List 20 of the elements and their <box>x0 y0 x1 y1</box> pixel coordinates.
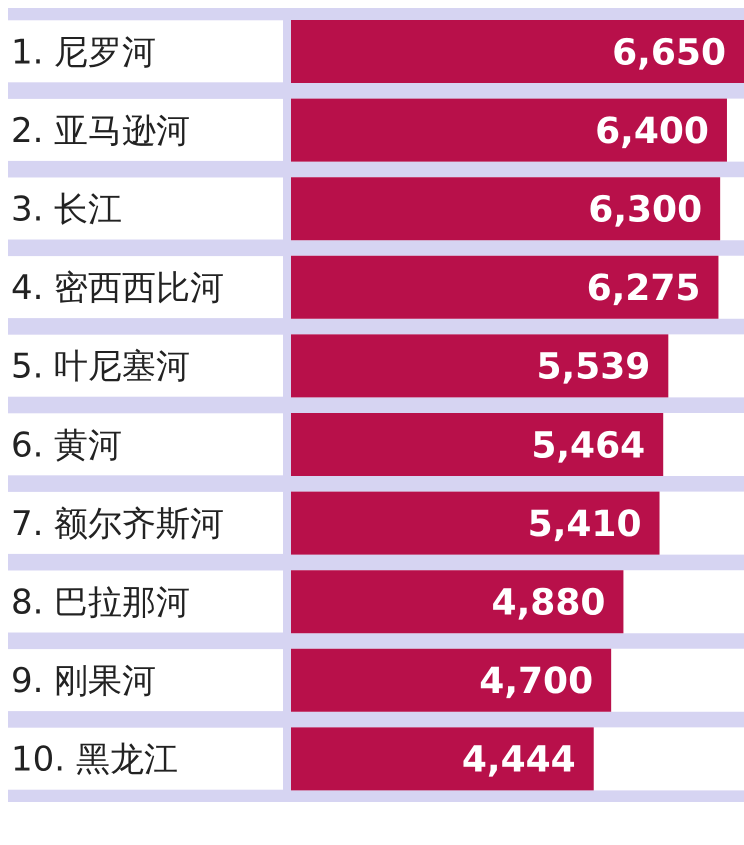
y-tick-label: 10. 黑龙江 <box>11 740 178 780</box>
y-tick-label: 5. 叶尼塞河 <box>11 346 190 387</box>
data-label: 4,444 <box>462 740 576 781</box>
data-label: 6,400 <box>595 110 709 152</box>
data-label: 6,650 <box>612 32 726 74</box>
y-tick-label: 1. 尼罗河 <box>11 32 156 72</box>
y-tick-label: 2. 亚马逊河 <box>11 110 190 151</box>
data-label: 6,275 <box>586 268 700 310</box>
data-label: 5,410 <box>528 504 642 545</box>
data-label: 4,880 <box>492 582 606 624</box>
y-tick-label: 7. 额尔齐斯河 <box>11 504 224 544</box>
data-label: 4,700 <box>479 661 594 702</box>
data-label: 6,300 <box>588 189 702 230</box>
y-tick-label: 6. 黄河 <box>11 425 122 466</box>
y-tick-label: 9. 刚果河 <box>11 661 156 702</box>
data-label: 5,464 <box>531 425 646 466</box>
y-tick-label: 4. 密西西比河 <box>11 268 224 308</box>
y-tick-label: 3. 长江 <box>11 190 122 230</box>
y-tick-label: 8. 巴拉那河 <box>11 582 190 622</box>
data-label: 5,539 <box>536 346 650 388</box>
